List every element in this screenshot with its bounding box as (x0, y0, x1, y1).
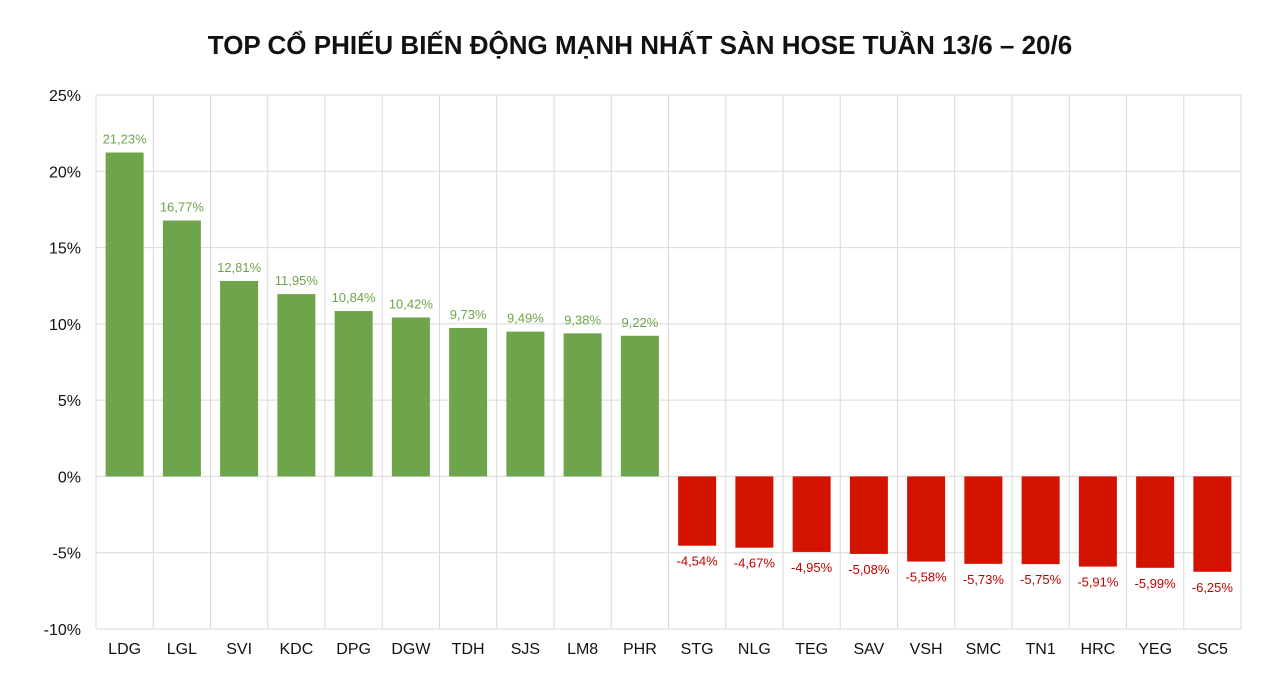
y-tick-label: 0% (58, 469, 81, 486)
data-label: 21,23% (103, 132, 148, 147)
bar-tdh (449, 327, 488, 477)
bar-dpg (334, 311, 373, 477)
y-tick-label: 20% (49, 164, 81, 181)
data-label: -5,99% (1135, 576, 1177, 591)
data-label: 9,49% (507, 311, 544, 326)
bar-sjs (506, 331, 545, 477)
data-label: -4,54% (677, 554, 719, 569)
data-label: 12,81% (217, 260, 262, 275)
data-label: 11,95% (275, 273, 319, 288)
data-label: -5,91% (1077, 575, 1119, 590)
y-axis-tick-labels: 25% 20% 15% 10% 5% 0% -5% -10% (44, 88, 81, 639)
bar-teg (792, 476, 831, 552)
chart-title: TOP CỔ PHIẾU BIẾN ĐỘNG MẠNH NHẤT SÀN HOS… (207, 30, 1073, 60)
data-label: 10,84% (332, 290, 377, 305)
category-label: TN1 (1026, 641, 1056, 658)
y-tick-label: 25% (49, 88, 81, 105)
bar-kdc (277, 294, 316, 477)
category-label: HRC (1081, 641, 1116, 658)
bar-lgl (162, 220, 201, 477)
category-label: TEG (795, 641, 828, 658)
category-label: SVI (226, 641, 252, 658)
data-label: -5,08% (848, 562, 890, 577)
bars (105, 152, 1232, 572)
y-tick-label: -10% (44, 622, 81, 639)
category-label: YEG (1138, 641, 1172, 658)
bar-nlg (735, 476, 774, 548)
data-label: -4,67% (734, 556, 776, 571)
category-label: KDC (279, 641, 313, 658)
category-label: TDH (452, 641, 485, 658)
bar-smc (964, 476, 1003, 564)
bar-stg (678, 476, 717, 546)
data-label: -6,25% (1192, 580, 1234, 595)
bar-sc5 (1193, 476, 1232, 572)
y-tick-label: -5% (53, 546, 81, 563)
bar-phr (620, 335, 659, 477)
data-label: -5,75% (1020, 572, 1062, 587)
category-label: LGL (167, 641, 197, 658)
bar-yeg (1136, 476, 1175, 568)
category-label: PHR (623, 641, 657, 658)
bar-sav (849, 476, 888, 554)
y-tick-label: 15% (49, 241, 81, 258)
category-label: DGW (391, 641, 431, 658)
grid-lines (95, 94, 1242, 630)
category-label: VSH (910, 641, 943, 658)
category-label: SMC (966, 641, 1002, 658)
y-tick-label: 5% (58, 393, 81, 410)
category-label: STG (681, 641, 714, 658)
data-label: 10,42% (389, 296, 434, 311)
category-label: NLG (738, 641, 771, 658)
data-label: 9,22% (621, 315, 658, 330)
category-label: SAV (853, 641, 884, 658)
category-label: SC5 (1197, 641, 1228, 658)
bar-hrc (1078, 476, 1117, 567)
data-label: -4,95% (791, 560, 833, 575)
data-label: -5,73% (963, 572, 1005, 587)
y-tick-label: 10% (49, 317, 81, 334)
bar-vsh (907, 476, 946, 562)
category-label: SJS (511, 641, 540, 658)
data-label: 16,77% (160, 200, 205, 215)
data-label: 9,73% (450, 307, 487, 322)
category-label: DPG (336, 641, 371, 658)
category-label: LDG (108, 641, 141, 658)
data-label: 9,38% (564, 312, 601, 327)
category-labels: LDG LGL SVI KDC DPG DGW TDH SJS LM8 PHR STG NLG TEG S… (108, 641, 1228, 658)
bar-tn1 (1021, 476, 1060, 565)
bar-ldg (105, 152, 144, 477)
bar-svi (220, 280, 259, 477)
data-label: -5,58% (906, 570, 948, 585)
bar-dgw (391, 317, 430, 477)
bar-lm8 (563, 333, 602, 477)
data-labels: 21,23% 16,77% 12,81% 11,95% 10,84% 10,42% 9,73… (103, 132, 1234, 595)
category-label: LM8 (567, 641, 598, 658)
